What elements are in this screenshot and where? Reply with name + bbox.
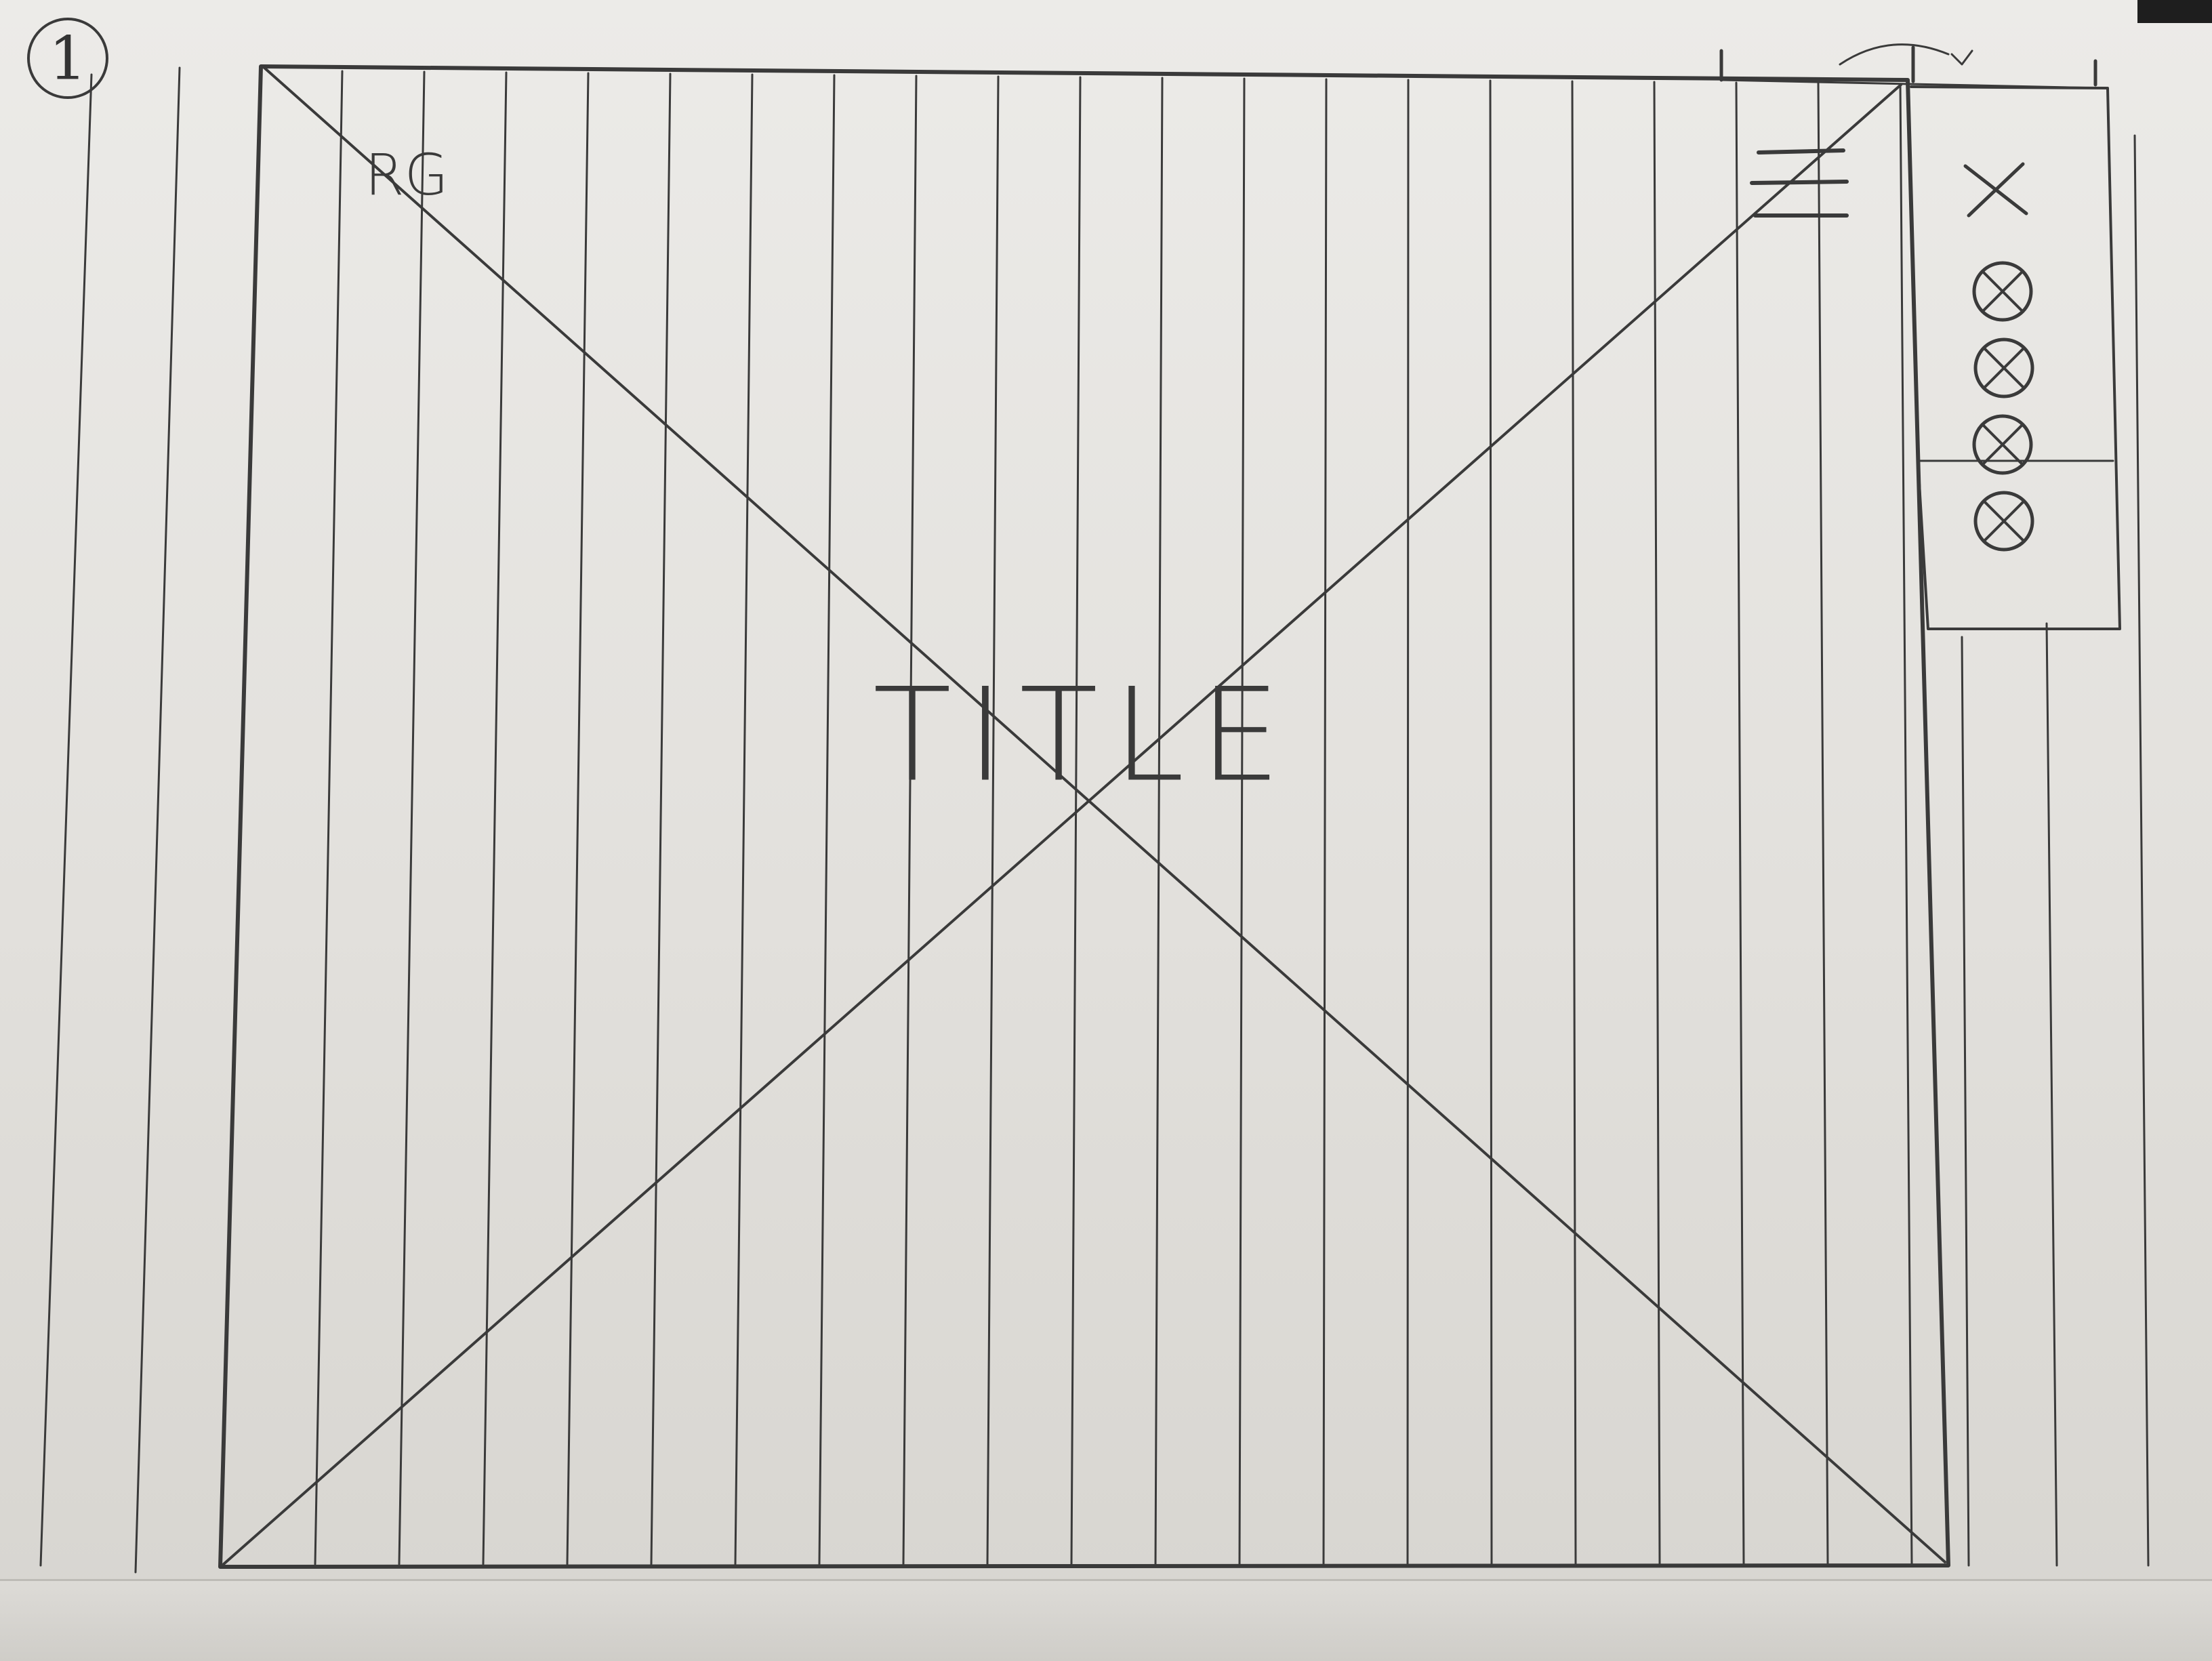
close-icon[interactable]: [1965, 164, 2026, 216]
ruled-line: [1490, 81, 1492, 1564]
ruled-line: [483, 73, 506, 1564]
ruled-lines-inner: [315, 71, 1912, 1564]
ruled-line: [1155, 78, 1162, 1564]
drawer-item-3-icon[interactable]: [1974, 416, 2031, 473]
ruled-line: [1572, 81, 1576, 1564]
drawer-item-2-icon[interactable]: [1975, 340, 2032, 396]
ruled-line: [651, 74, 670, 1564]
drawer-menu-list: [1974, 263, 2032, 550]
ruled-line: [567, 73, 588, 1564]
ruled-line: [903, 76, 916, 1564]
dimension-marks: [1721, 45, 2101, 88]
ruled-line: [1071, 77, 1080, 1564]
drawer-item-1-icon[interactable]: [1974, 263, 2031, 320]
hamburger-icon[interactable]: [1752, 150, 1847, 216]
drawer-item-4-icon[interactable]: [1975, 493, 2032, 550]
ruled-line: [1324, 79, 1326, 1564]
ruled-line: [1736, 83, 1744, 1564]
hero-image-placeholder: [220, 66, 1948, 1567]
ruled-line: [1818, 83, 1828, 1564]
ruled-line: [987, 77, 998, 1564]
ruled-line: [819, 75, 834, 1564]
ruled-line: [1900, 84, 1912, 1564]
ruled-line: [1654, 82, 1660, 1564]
page-number: 1: [49, 24, 87, 94]
ruled-line: [735, 75, 752, 1564]
hero-title: TITLE: [873, 661, 1296, 811]
ruled-line: [1240, 79, 1244, 1564]
ruled-lines-left: [41, 68, 180, 1572]
ruled-line: [315, 71, 342, 1564]
ruled-line: [399, 72, 424, 1564]
logo[interactable]: RG: [365, 142, 448, 208]
ruled-lines-right: [1962, 136, 2148, 1565]
